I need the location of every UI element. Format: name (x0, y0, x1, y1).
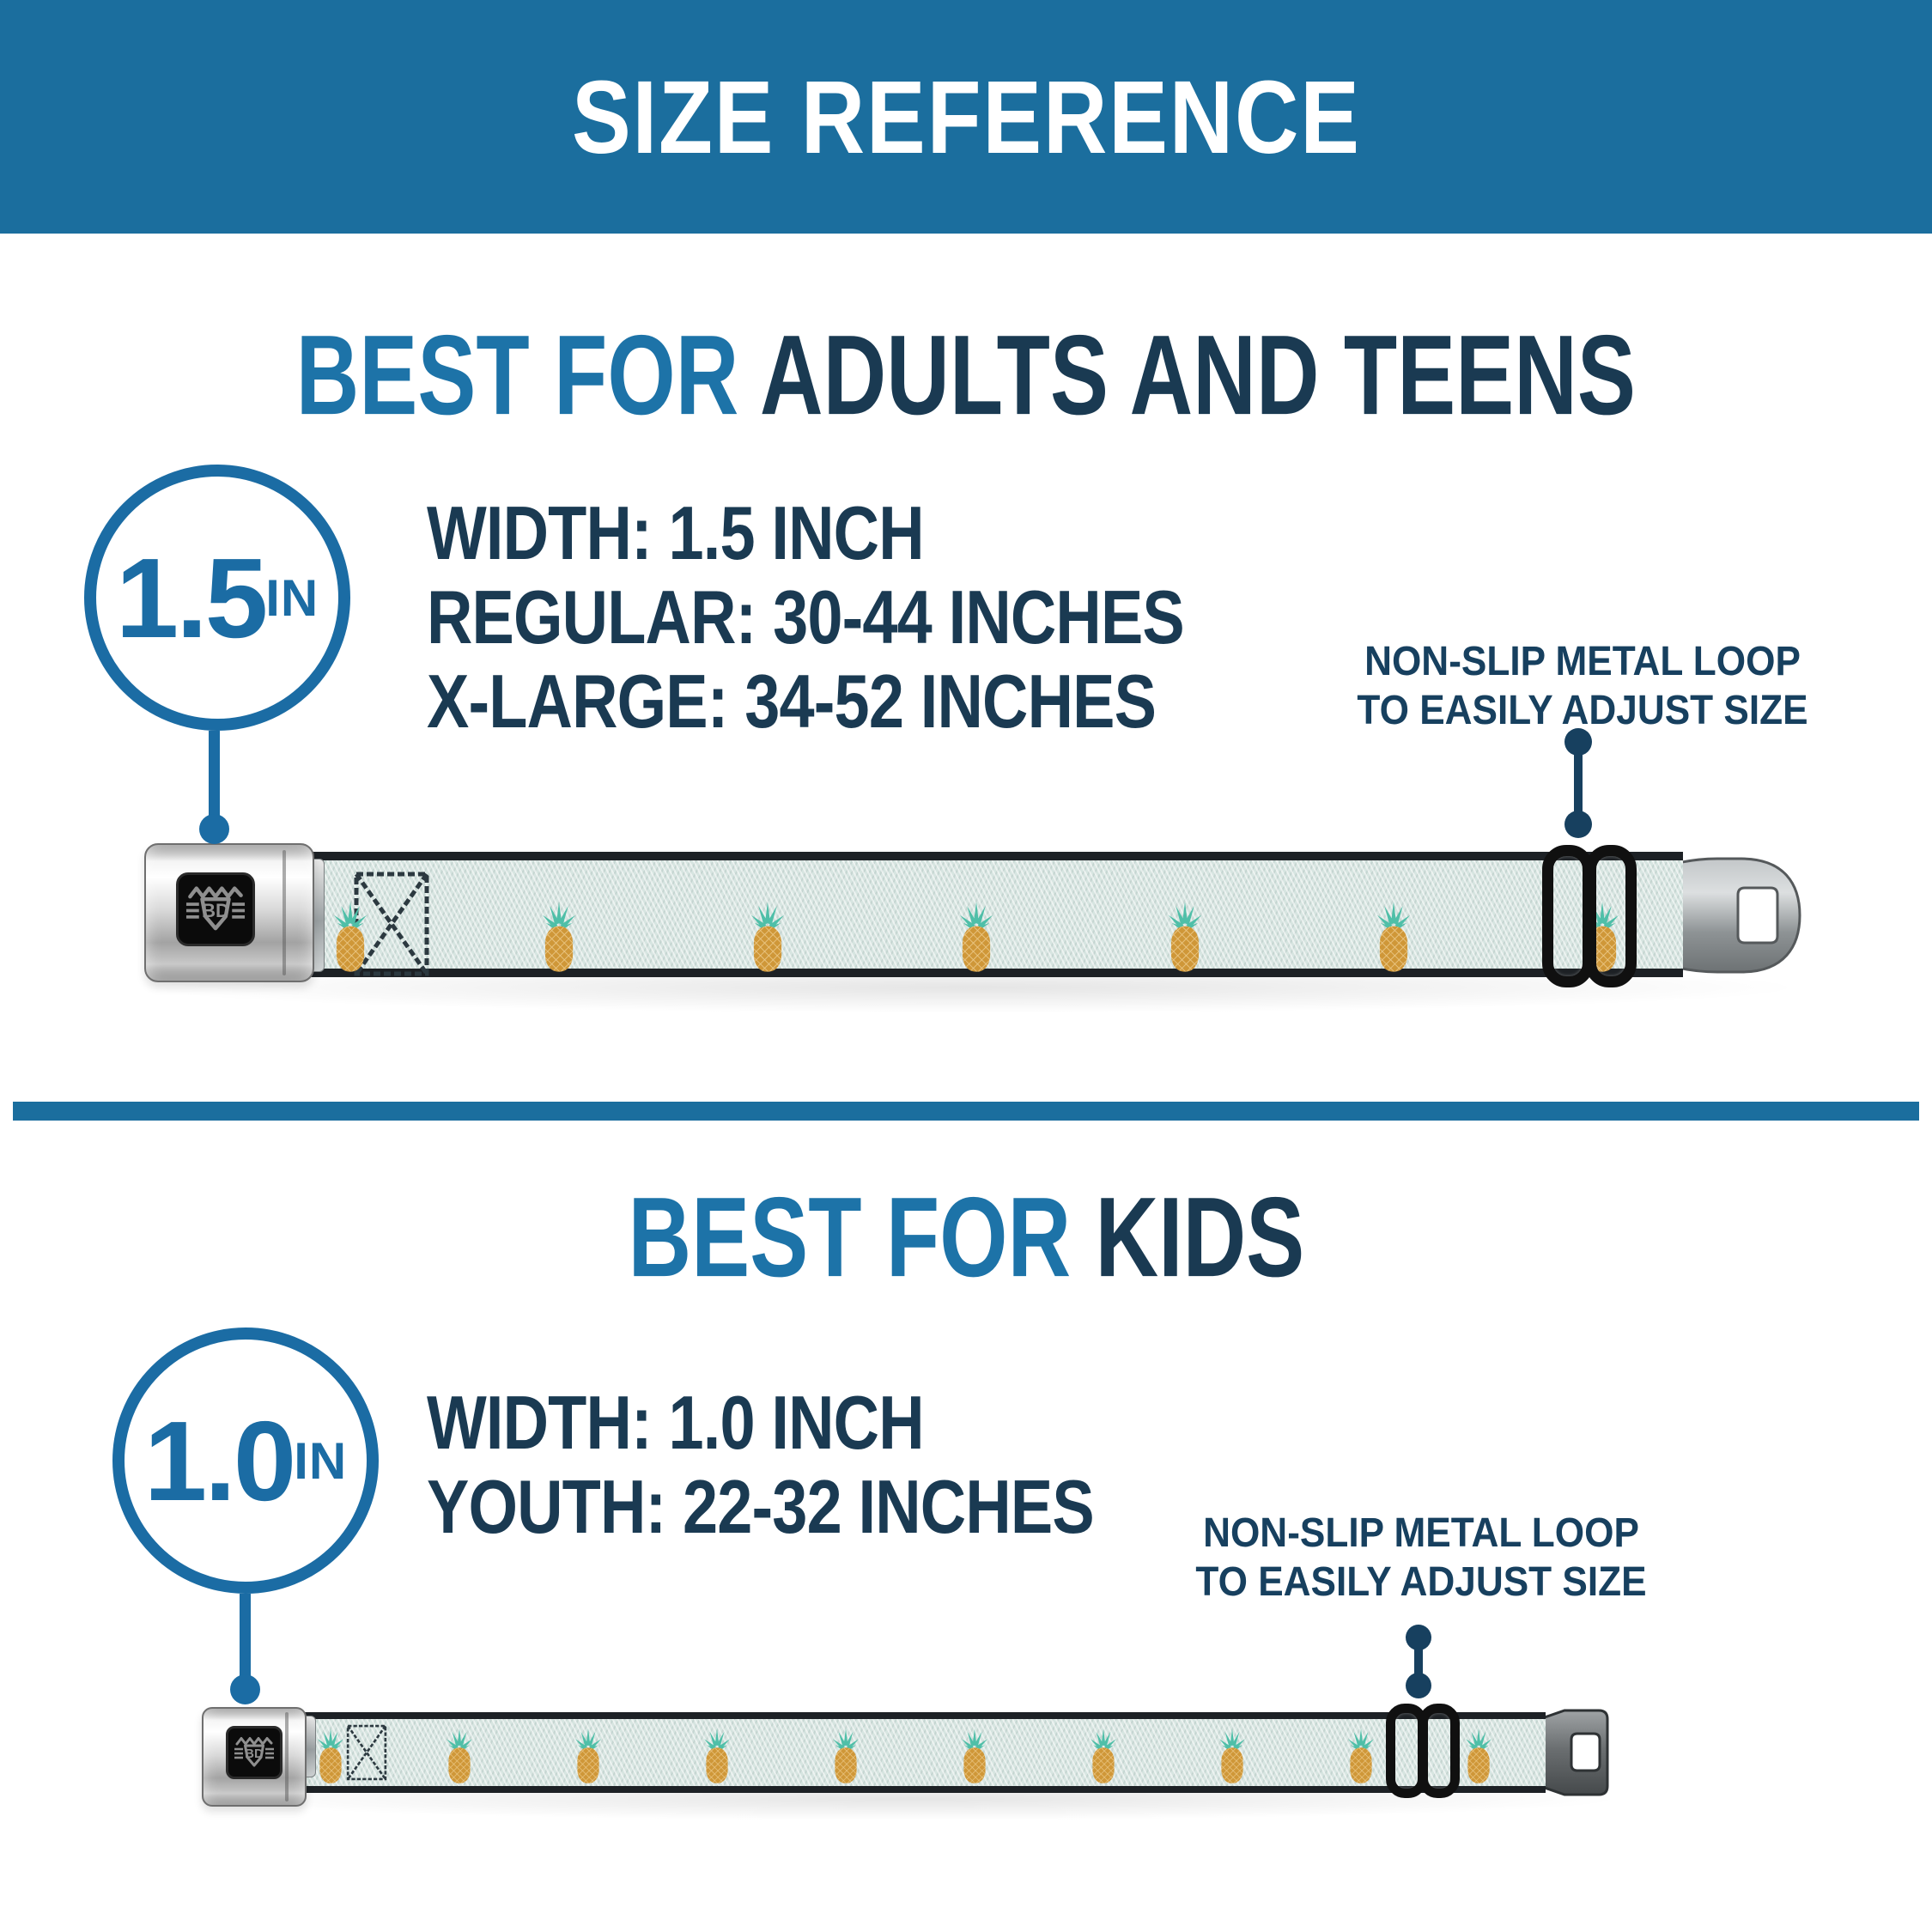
kids-callout-line2: TO EASILY ADJUST SIZE (1195, 1559, 1647, 1605)
adults-belt-strap (309, 852, 1683, 977)
kids-badge-pointer-line (240, 1594, 251, 1690)
pineapple-icon (1463, 1721, 1494, 1791)
pineapple-icon (702, 1721, 732, 1791)
bd-logo-icon (233, 1732, 276, 1773)
kids-badge-unit: IN (294, 1431, 348, 1490)
section-divider (13, 1102, 1919, 1121)
kids-belt-box-stitch (346, 1722, 387, 1783)
adults-badge-value: 1.5 (115, 534, 268, 661)
pineapple-icon (1088, 1721, 1119, 1791)
pineapple-icon (830, 1721, 861, 1791)
kids-adjuster-loop-right (1419, 1704, 1460, 1798)
kids-specs: WIDTH: 1.0 INCH YOUTH: 22-32 INCHES (427, 1380, 1095, 1549)
adults-badge-pointer-dot (199, 814, 229, 844)
adults-callout-pointer-line (1574, 740, 1583, 823)
kids-callout: NON-SLIP METAL LOOP TO EASILY ADJUST SIZ… (1145, 1509, 1698, 1607)
adults-heading-main: ADULTS AND TEENS (760, 312, 1637, 439)
adults-badge-unit: IN (265, 568, 319, 627)
adults-spec-width: WIDTH: 1.5 INCH (427, 490, 925, 575)
adults-width-badge: 1.5 IN (84, 465, 350, 731)
pineapple-icon (1165, 891, 1205, 982)
adults-spec-regular: REGULAR: 30-44 INCHES (427, 574, 1185, 659)
adults-heading: BEST FOR ADULTS AND TEENS (0, 312, 1932, 438)
kids-buckle-seam (285, 1712, 289, 1801)
kids-heading-prefix: BEST FOR (628, 1174, 1096, 1301)
kids-spec-youth: YOUTH: 22-32 INCHES (427, 1464, 1095, 1549)
adults-specs: WIDTH: 1.5 INCH REGULAR: 30-44 INCHES X-… (427, 490, 1185, 744)
kids-heading-main: KIDS (1095, 1174, 1304, 1301)
kids-badge-value: 1.0 (143, 1397, 296, 1524)
adults-buckle-window (176, 872, 255, 946)
adults-buckle-seam (282, 850, 286, 975)
adults-callout-line2: TO EASILY ADJUST SIZE (1357, 688, 1808, 733)
adults-badge-pointer-line (209, 731, 220, 829)
pineapple-icon (315, 1721, 346, 1791)
adults-heading-prefix: BEST FOR (295, 312, 761, 439)
kids-buckle-window (226, 1726, 283, 1779)
adults-callout-pointer-bottom-dot (1564, 811, 1592, 838)
kids-badge-pointer-dot (230, 1674, 260, 1704)
pineapple-icon (748, 891, 787, 982)
bd-logo-icon (184, 879, 247, 939)
adults-callout: NON-SLIP METAL LOOP TO EASILY ADJUST SIZ… (1306, 637, 1859, 735)
adults-spec-xlarge: X-LARGE: 34-52 INCHES (427, 659, 1157, 744)
pineapple-icon (1346, 1721, 1376, 1791)
kids-heading: BEST FOR KIDS (0, 1174, 1932, 1300)
pineapple-icon (1374, 891, 1413, 982)
pineapple-icon (573, 1721, 604, 1791)
adults-adjuster-loop-right (1585, 845, 1637, 987)
pineapple-icon (331, 891, 370, 982)
page-title: SIZE REFERENCE (571, 58, 1361, 175)
kids-belt-strap (299, 1712, 1546, 1793)
kids-spec-width: WIDTH: 1.0 INCH (427, 1380, 925, 1465)
kids-callout-line1: NON-SLIP METAL LOOP (1203, 1510, 1639, 1556)
pineapple-icon (959, 1721, 990, 1791)
pineapple-icon (1217, 1721, 1248, 1791)
pineapple-icon (957, 891, 996, 982)
pineapple-icon (444, 1721, 475, 1791)
kids-callout-pointer-bottom-dot (1406, 1673, 1431, 1698)
kids-callout-pointer-line (1414, 1635, 1423, 1685)
header-banner: SIZE REFERENCE (0, 0, 1932, 234)
kids-width-badge: 1.0 IN (112, 1327, 379, 1594)
adults-callout-line1: NON-SLIP METAL LOOP (1364, 639, 1801, 684)
pineapple-icon (539, 891, 579, 982)
